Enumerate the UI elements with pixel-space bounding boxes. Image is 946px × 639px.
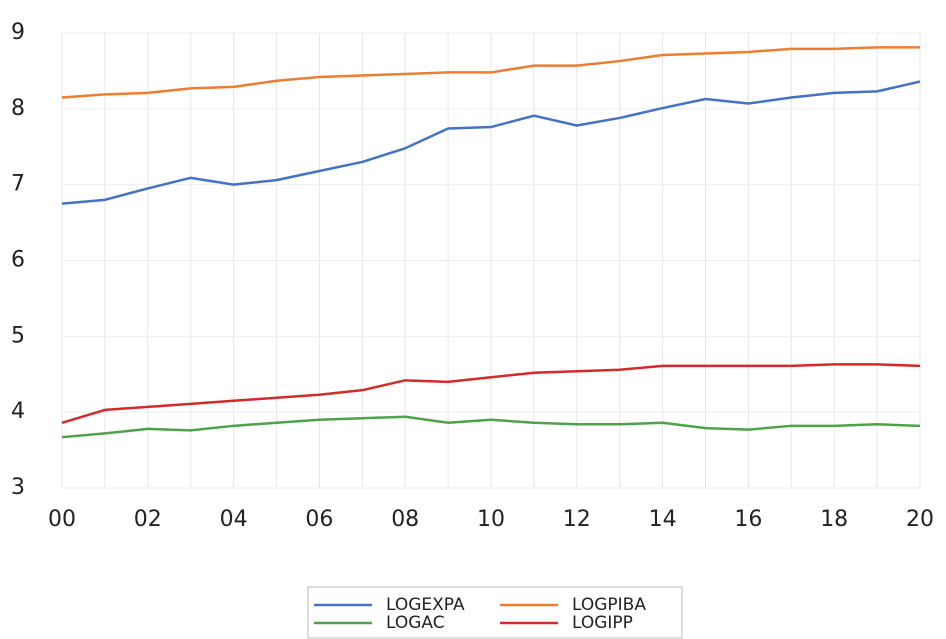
y-tick-label: 8 xyxy=(11,96,25,121)
x-tick-label: 02 xyxy=(134,507,162,532)
y-tick-label: 6 xyxy=(11,248,25,273)
x-tick-label: 04 xyxy=(220,507,248,532)
x-tick-label: 20 xyxy=(906,507,934,532)
legend-label: LOGAC xyxy=(386,613,445,633)
y-tick-label: 4 xyxy=(11,399,25,424)
series-line xyxy=(61,415,921,439)
x-tick-label: 14 xyxy=(649,507,677,532)
x-tick-label: 06 xyxy=(305,507,333,532)
x-tick-label: 10 xyxy=(477,507,505,532)
x-tick-label: 12 xyxy=(563,507,591,532)
x-tick-label: 08 xyxy=(391,507,419,532)
legend-label: LOGEXPA xyxy=(386,595,465,615)
y-tick-label: 3 xyxy=(11,475,25,500)
series-line xyxy=(61,46,920,99)
y-tick-label: 5 xyxy=(11,323,25,348)
legend-label: LOGIPP xyxy=(572,613,633,633)
y-tick-label: 9 xyxy=(11,20,25,45)
series-line xyxy=(61,80,921,205)
x-tick-label: 18 xyxy=(820,507,848,532)
series-line xyxy=(61,363,921,424)
legend-label: LOGPIBA xyxy=(572,595,646,615)
x-tick-label: 00 xyxy=(48,507,76,532)
legend-box xyxy=(307,586,683,639)
x-tick-label: 16 xyxy=(734,507,762,532)
y-tick-label: 7 xyxy=(11,172,25,197)
